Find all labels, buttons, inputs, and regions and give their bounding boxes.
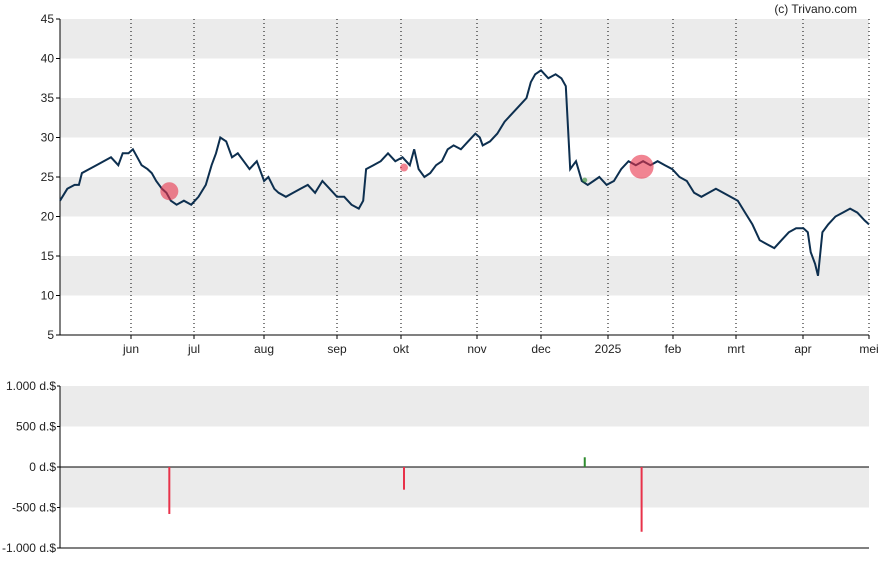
price-band-1 — [60, 98, 869, 138]
price-y-tick-35: 35 — [41, 91, 55, 105]
price-x-tick-2025: 2025 — [595, 342, 622, 356]
price-x-tick-dec: dec — [531, 342, 550, 356]
price-background-bands — [60, 19, 869, 296]
price-x-tick-apr: apr — [794, 342, 811, 356]
price-y-tick-15: 15 — [41, 249, 55, 263]
price-x-tick-okt: okt — [393, 342, 410, 356]
price-x-tick-jul: jul — [187, 342, 200, 356]
price-x-tick-nov: nov — [467, 342, 486, 356]
price-band-0 — [60, 19, 869, 59]
price-y-tick-20: 20 — [41, 210, 55, 224]
price-y-tick-labels: 5 10 15 20 25 30 35 40 45 — [41, 12, 60, 342]
price-band-2 — [60, 177, 869, 217]
credit-label: (c) Trivano.com — [774, 2, 857, 16]
price-y-tick-25: 25 — [41, 170, 55, 184]
trade-marker-sell-0 — [160, 182, 179, 201]
price-x-tick-feb: feb — [665, 342, 682, 356]
price-y-tick-40: 40 — [41, 52, 55, 66]
volume-y-tick-0: 1.000 d.$ — [6, 379, 56, 393]
price-y-tick-30: 30 — [41, 131, 55, 145]
price-x-tick-jun: jun — [122, 342, 139, 356]
price-x-tick-aug: aug — [254, 342, 274, 356]
price-x-tick-mei: mei — [859, 342, 878, 356]
trade-marker-sell-1 — [400, 163, 409, 172]
price-y-tick-10: 10 — [41, 289, 55, 303]
price-y-tick-45: 45 — [41, 12, 55, 26]
volume-bars — [168, 457, 643, 532]
volume-background-bands — [60, 386, 869, 508]
price-x-tick-sep: sep — [327, 342, 347, 356]
volume-band-1 — [60, 467, 869, 508]
price-line — [59, 68, 870, 277]
price-x-tick-mrt: mrt — [727, 342, 745, 356]
insider-volume-panel: 1.000 d.$ 500 d.$ 0 d.$ -500 d.$ -1.000 d.$ — [2, 379, 869, 555]
price-x-tick-labels: jun jul aug sep okt nov dec 2025 feb mrt apr mei — [122, 335, 879, 356]
price-trade-markers — [160, 154, 654, 201]
volume-band-0 — [60, 386, 869, 427]
trade-marker-buy-2 — [582, 177, 588, 183]
volume-y-tick-4: -1.000 d.$ — [2, 541, 56, 555]
volume-y-tick-3: -500 d.$ — [12, 501, 56, 515]
volume-y-tick-labels: 1.000 d.$ 500 d.$ 0 d.$ -500 d.$ -1.000 d.$ — [2, 379, 60, 555]
volume-y-tick-1: 500 d.$ — [16, 420, 56, 434]
price-y-tick-5: 5 — [47, 328, 54, 342]
volume-y-tick-2: 0 d.$ — [29, 460, 56, 474]
trade-marker-sell-3 — [629, 154, 654, 179]
price-band-3 — [60, 256, 869, 296]
